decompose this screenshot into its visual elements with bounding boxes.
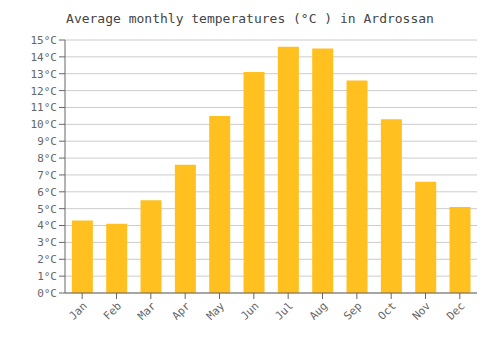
svg-text:15°C: 15°C	[31, 34, 58, 47]
svg-text:1°C: 1°C	[37, 270, 57, 283]
svg-text:12°C: 12°C	[31, 85, 58, 98]
svg-text:Jul: Jul	[273, 299, 296, 322]
svg-text:0°C: 0°C	[37, 287, 57, 300]
svg-text:11°C: 11°C	[31, 101, 58, 114]
svg-text:9°C: 9°C	[37, 135, 57, 148]
svg-text:13°C: 13°C	[31, 68, 58, 81]
svg-text:Aug: Aug	[307, 299, 330, 322]
svg-text:5°C: 5°C	[37, 203, 57, 216]
svg-text:Mar: Mar	[135, 299, 159, 323]
svg-text:Nov: Nov	[410, 299, 434, 323]
svg-text:4°C: 4°C	[37, 219, 57, 232]
svg-text:Sep: Sep	[341, 299, 364, 322]
html-text:Average monthly temperatures (: Average monthly temperatures (°C ) in Ar…	[66, 11, 434, 26]
svg-text:3°C: 3°C	[37, 236, 57, 249]
svg-text:Jun: Jun	[238, 299, 261, 322]
svg-text:Apr: Apr	[170, 299, 194, 323]
svg-text:May: May	[204, 299, 228, 323]
svg-text:Feb: Feb	[101, 299, 124, 322]
svg-text:14°C: 14°C	[31, 51, 58, 64]
svg-text:8°C: 8°C	[37, 152, 57, 165]
svg-text:Jan: Jan	[67, 299, 90, 322]
svg-text:6°C: 6°C	[37, 186, 57, 199]
svg-text:2°C: 2°C	[37, 253, 57, 266]
svg-text:Dec: Dec	[444, 299, 467, 322]
svg-text:10°C: 10°C	[31, 118, 58, 131]
svg-text:Oct: Oct	[376, 299, 399, 322]
svg-text:7°C: 7°C	[37, 169, 57, 182]
